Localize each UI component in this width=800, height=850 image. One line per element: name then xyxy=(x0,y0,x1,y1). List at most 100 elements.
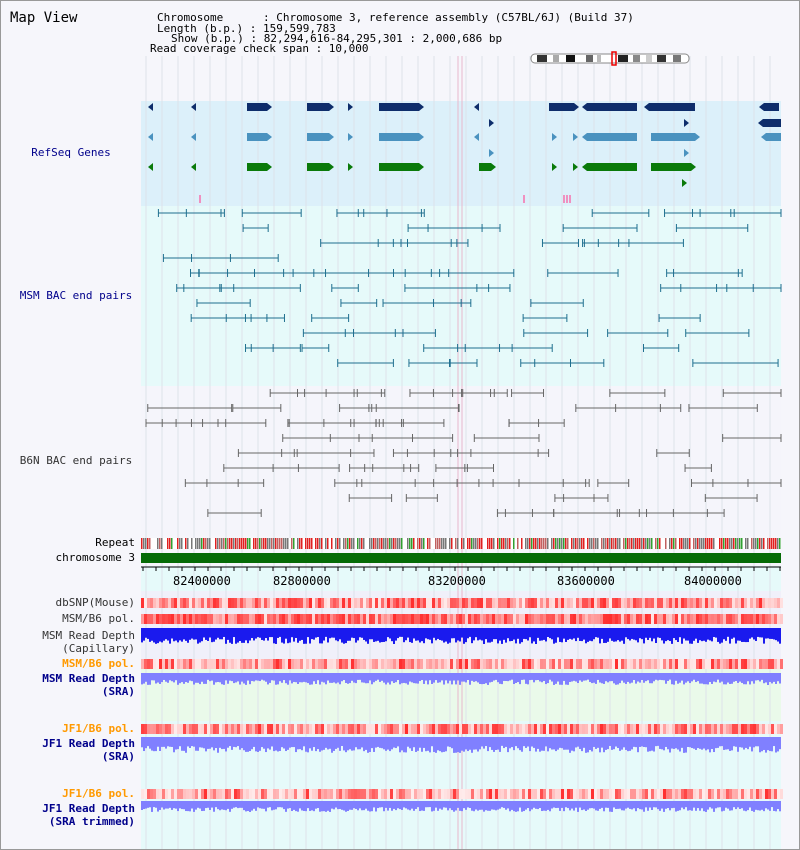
msm-b6-pol-heat-cell xyxy=(324,614,327,624)
msm-depth-capillary-bar xyxy=(769,628,771,639)
jf1-depth-bar xyxy=(471,737,473,753)
msm-depth-sra-bar xyxy=(553,673,555,685)
dbsnp-heat-cell xyxy=(438,598,441,608)
jf1-b6-pol-heat-cell xyxy=(465,724,468,734)
jf1-depth-trimmed-bar xyxy=(161,801,163,808)
msm-depth-capillary-bar xyxy=(145,628,147,638)
jf1-depth-bar xyxy=(777,737,779,752)
jf1-b6-pol-heat-cell xyxy=(672,724,675,734)
msm-depth-capillary-bar xyxy=(239,628,241,642)
msm-b6-pol-heat-cell xyxy=(429,614,432,624)
jf1-depth-trimmed-bar xyxy=(617,801,619,809)
jf1-depth-trimmed-bar xyxy=(719,801,721,808)
jf1-b6-pol-trimmed-heat-cell xyxy=(441,789,444,799)
dbsnp-heat-cell xyxy=(528,598,531,608)
jf1-depth-trimmed-bar xyxy=(487,801,489,811)
jf1-b6-pol-trimmed-heat-cell xyxy=(222,789,225,799)
jf1-depth-bar xyxy=(235,737,237,748)
jf1-b6-pol-trimmed-heat-cell xyxy=(669,789,672,799)
jf1-b6-pol-heat-cell xyxy=(600,724,603,734)
jf1-b6-pol-trimmed-heat-cell xyxy=(681,789,684,799)
jf1-b6-pol-trimmed-heat-cell xyxy=(531,789,534,799)
msm-b6-pol-sra-heat-cell xyxy=(441,659,444,669)
jf1-depth-bar xyxy=(527,737,529,747)
jf1-b6-pol-heat-cell xyxy=(165,724,168,734)
repeat-segment xyxy=(543,538,545,549)
jf1-b6-pol-heat-cell xyxy=(183,724,186,734)
jf1-depth-bar xyxy=(315,737,317,752)
repeat-segment xyxy=(441,538,443,549)
msm-depth-capillary-bar xyxy=(195,628,197,640)
repeat-segment xyxy=(509,538,511,549)
msm-b6-pol-heat-cell xyxy=(552,614,555,624)
jf1-b6-pol-heat-cell xyxy=(453,724,456,734)
msm-depth-capillary-bar xyxy=(583,628,585,640)
msm-b6-pol-sra-heat-cell xyxy=(573,659,576,669)
jf1-b6-pol-trimmed-heat-cell xyxy=(411,789,414,799)
msm-b6-pol-sra-heat-cell xyxy=(219,659,222,669)
msm-depth-capillary-bar xyxy=(423,628,425,644)
jf1-depth-bar xyxy=(385,737,387,751)
msm-depth-sra-bar xyxy=(223,673,225,685)
msm-b6-pol-sra-heat-cell xyxy=(288,659,291,669)
msm-b6-pol-heat-cell xyxy=(459,614,462,624)
msm-b6-pol-sra-heat-cell xyxy=(159,659,162,669)
msm-depth-capillary-bar xyxy=(653,628,655,639)
repeat-segment xyxy=(241,538,243,549)
jf1-depth-trimmed-bar xyxy=(327,801,329,811)
msm-depth-sra-bar xyxy=(667,673,669,681)
jf1-depth-trimmed-bar xyxy=(143,801,145,810)
jf1-b6-pol-trimmed-heat-cell xyxy=(651,789,654,799)
dbsnp-heat-cell xyxy=(543,598,546,608)
jf1-depth-trimmed-bar xyxy=(757,801,759,811)
jf1-b6-pol-heat-cell xyxy=(306,724,309,734)
jf1-depth-bar xyxy=(611,737,613,750)
jf1-depth-trimmed-bar xyxy=(273,801,275,810)
repeat-segment xyxy=(199,538,201,549)
jf1-b6-pol-heat-cell xyxy=(249,724,252,734)
msm-depth-capillary-bar xyxy=(505,628,507,643)
msm-depth-sra-bar xyxy=(271,673,273,681)
jf1-depth-trimmed-bar xyxy=(325,801,327,812)
msm-depth-capillary-bar xyxy=(331,628,333,638)
jf1-depth-trimmed-bar xyxy=(199,801,201,809)
msm-depth-capillary-bar xyxy=(363,628,365,640)
jf1-depth-bar xyxy=(175,737,177,750)
msm-depth-capillary-bar xyxy=(607,628,609,642)
msm-b6-pol-heat-cell xyxy=(441,614,444,624)
msm-depth-sra-bar xyxy=(189,673,191,681)
msm-depth-capillary-bar xyxy=(227,628,229,640)
msm-depth-sra-bar xyxy=(581,673,583,682)
jf1-depth-trimmed-bar xyxy=(447,801,449,811)
jf1-depth-bar xyxy=(161,737,163,747)
msm-depth-capillary-bar xyxy=(293,628,295,642)
msm-depth-capillary-bar xyxy=(153,628,155,643)
dbsnp-heat-cell xyxy=(384,598,387,608)
jf1-b6-pol-trimmed-heat-cell xyxy=(609,789,612,799)
msm-b6-pol-sra-heat-cell xyxy=(606,659,609,669)
msm-depth-capillary-bar xyxy=(237,628,239,643)
msm-b6-pol-heat-cell xyxy=(657,614,660,624)
msm-depth-capillary-bar xyxy=(709,628,711,641)
dbsnp-heat-cell xyxy=(606,598,609,608)
msm-depth-capillary-bar xyxy=(441,628,443,641)
msm-depth-capillary-bar xyxy=(467,628,469,639)
msm-depth-sra-bar xyxy=(579,673,581,681)
repeat-segment xyxy=(271,538,273,549)
gene-exon xyxy=(247,163,267,171)
msm-depth-capillary-bar xyxy=(235,628,237,644)
jf1-b6-pol-trimmed-heat-cell xyxy=(621,789,624,799)
jf1-b6-pol-heat-cell xyxy=(771,724,774,734)
repeat-segment xyxy=(475,538,477,549)
jf1-depth-bar xyxy=(453,737,455,753)
jf1-depth-trimmed-bar xyxy=(317,801,319,809)
jf1-depth-bar xyxy=(775,737,777,753)
jf1-b6-pol-trimmed-heat-cell xyxy=(258,789,261,799)
jf1-b6-pol-trimmed-heat-cell xyxy=(672,789,675,799)
jf1-depth-trimmed-bar xyxy=(435,801,437,808)
jf1-b6-pol-trimmed-heat-cell xyxy=(189,789,192,799)
msm-b6-pol-sra-heat-cell xyxy=(603,659,606,669)
jf1-depth-trimmed-bar xyxy=(169,801,171,808)
msm-b6-pol-sra-heat-cell xyxy=(336,659,339,669)
